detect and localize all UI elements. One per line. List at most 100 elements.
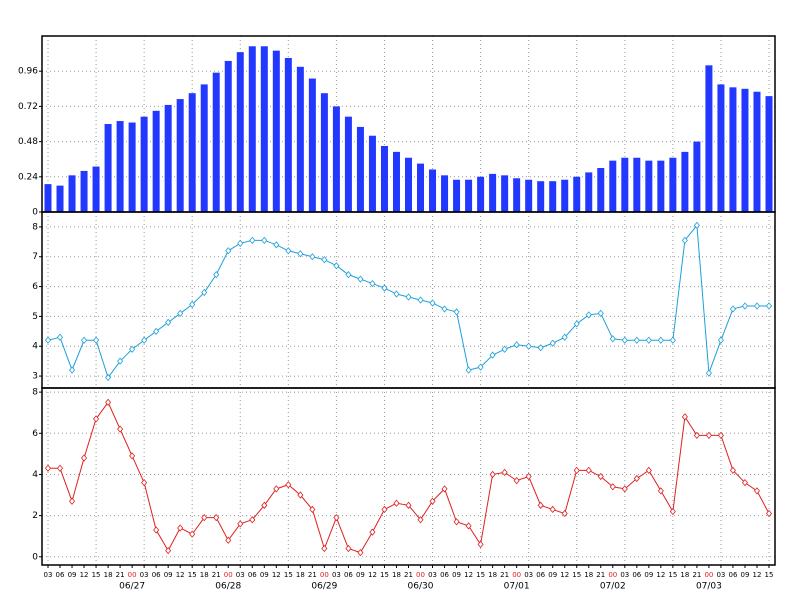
bar [549, 181, 557, 212]
bar [260, 46, 268, 213]
marker [237, 239, 244, 247]
x-tick-label: 15 [765, 571, 774, 579]
x-tick-label: 21 [212, 571, 221, 579]
bar [477, 176, 485, 212]
marker [81, 454, 88, 462]
marker [165, 318, 172, 326]
bar [356, 126, 364, 212]
x-tick-label: 21 [692, 571, 701, 579]
bar [717, 84, 725, 212]
marker [405, 293, 412, 301]
bar [705, 65, 713, 212]
y-tick-label: 0 [32, 552, 38, 562]
x-tick-label: 00 [608, 571, 617, 579]
marker [297, 250, 304, 258]
marker [681, 236, 688, 244]
marker [765, 302, 773, 310]
marker [477, 540, 484, 549]
marker [537, 344, 544, 352]
marker [501, 468, 508, 477]
bar [561, 179, 569, 212]
marker [681, 413, 688, 421]
y-tick-label: 0.96 [18, 67, 38, 77]
marker [177, 524, 184, 532]
x-tick-label: 21 [116, 571, 125, 579]
marker [201, 288, 208, 297]
line [47, 224, 769, 379]
marker [693, 221, 700, 230]
bar [597, 168, 605, 212]
marker [56, 464, 64, 472]
marker [441, 485, 448, 493]
marker [501, 345, 508, 353]
y-tick-label: 6 [32, 282, 38, 292]
x-tick-label: 03 [428, 571, 437, 579]
marker [513, 476, 520, 485]
x-tick-label: 21 [596, 571, 605, 579]
marker [189, 530, 196, 538]
x-tick-label: 00 [704, 571, 713, 579]
marker [141, 336, 148, 344]
marker [213, 514, 220, 522]
x-tick-label: 06 [536, 571, 545, 579]
x-tick-label: 06 [632, 571, 641, 579]
bar [176, 99, 184, 212]
marker [585, 466, 592, 474]
y-tick-label: 0 [32, 208, 38, 218]
date-label: 06/30 [408, 582, 434, 592]
marker [489, 470, 496, 479]
x-tick-label: 09 [452, 571, 461, 579]
x-tick-label: 21 [404, 571, 413, 579]
x-tick-label: 09 [164, 571, 173, 579]
x-tick-label: 12 [753, 571, 762, 579]
x-tick-label: 03 [716, 571, 725, 579]
marker [753, 487, 761, 495]
x-tick-label: 15 [92, 571, 101, 579]
date-label: 06/28 [215, 582, 241, 592]
marker [93, 415, 100, 423]
bar [753, 91, 761, 212]
marker [669, 507, 676, 516]
bar [669, 157, 677, 212]
x-tick-label: 00 [224, 571, 233, 579]
bar [453, 179, 461, 212]
marker [429, 497, 436, 505]
marker [357, 549, 364, 557]
bar [489, 173, 497, 212]
bar [645, 160, 653, 212]
x-tick-label: 15 [476, 571, 485, 579]
marker [129, 345, 136, 353]
x-tick-label: 06 [728, 571, 737, 579]
x-tick-label: 09 [644, 571, 653, 579]
bar [741, 88, 749, 212]
bar [104, 124, 112, 212]
bar [164, 104, 172, 212]
x-tick-label: 15 [572, 571, 581, 579]
x-tick-label: 03 [236, 571, 245, 579]
marker [129, 452, 136, 460]
marker [345, 544, 352, 553]
marker [333, 262, 340, 270]
marker [537, 501, 544, 509]
x-tick-label: 18 [392, 571, 401, 579]
x-tick-label: 09 [260, 571, 269, 579]
date-label: 07/03 [696, 582, 722, 592]
bar [92, 166, 100, 212]
bar [729, 87, 737, 212]
marker [261, 236, 268, 244]
marker [393, 290, 400, 298]
bar [513, 178, 521, 212]
x-tick-label: 18 [488, 571, 497, 579]
x-tick-label: 00 [128, 571, 137, 579]
marker [561, 509, 568, 518]
marker [225, 536, 232, 544]
marker [573, 466, 580, 474]
x-tick-label: 18 [680, 571, 689, 579]
x-tick-label: 18 [584, 571, 593, 579]
x-tick-label: 00 [416, 571, 425, 579]
marker [369, 279, 376, 288]
bar [308, 78, 316, 213]
marker [333, 514, 340, 522]
x-tick-label: 03 [620, 571, 629, 579]
bar [765, 96, 773, 212]
